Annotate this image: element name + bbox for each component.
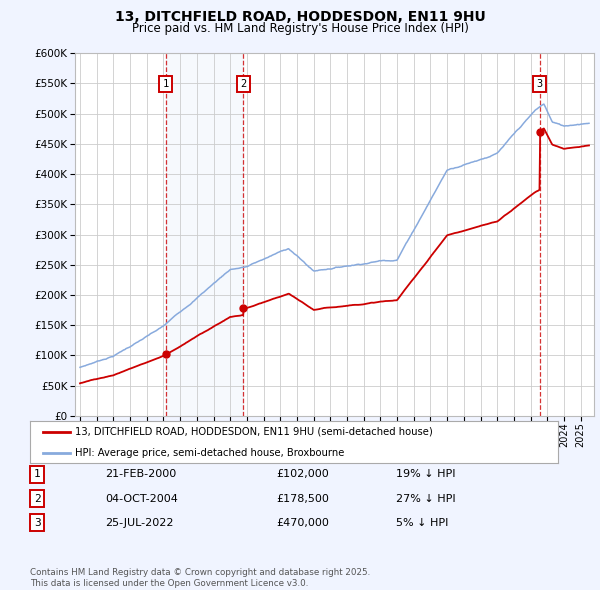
Text: 13, DITCHFIELD ROAD, HODDESDON, EN11 9HU (semi-detached house): 13, DITCHFIELD ROAD, HODDESDON, EN11 9HU…	[75, 427, 433, 437]
Text: 2: 2	[240, 79, 247, 89]
Text: 19% ↓ HPI: 19% ↓ HPI	[396, 470, 455, 479]
Text: 25-JUL-2022: 25-JUL-2022	[105, 518, 173, 527]
Text: 1: 1	[34, 470, 41, 479]
Text: 13, DITCHFIELD ROAD, HODDESDON, EN11 9HU: 13, DITCHFIELD ROAD, HODDESDON, EN11 9HU	[115, 10, 485, 24]
Text: 1: 1	[163, 79, 169, 89]
Text: £470,000: £470,000	[276, 518, 329, 527]
Text: Price paid vs. HM Land Registry's House Price Index (HPI): Price paid vs. HM Land Registry's House …	[131, 22, 469, 35]
Bar	[166, 53, 244, 416]
Text: 21-FEB-2000: 21-FEB-2000	[105, 470, 176, 479]
Text: 2: 2	[34, 494, 41, 503]
Text: HPI: Average price, semi-detached house, Broxbourne: HPI: Average price, semi-detached house,…	[75, 448, 344, 458]
Text: 27% ↓ HPI: 27% ↓ HPI	[396, 494, 455, 503]
Text: 3: 3	[34, 518, 41, 527]
Text: 5% ↓ HPI: 5% ↓ HPI	[396, 518, 448, 527]
Text: Contains HM Land Registry data © Crown copyright and database right 2025.
This d: Contains HM Land Registry data © Crown c…	[30, 568, 370, 588]
Text: 04-OCT-2004: 04-OCT-2004	[105, 494, 178, 503]
Text: 3: 3	[537, 79, 543, 89]
Text: £178,500: £178,500	[276, 494, 329, 503]
Text: £102,000: £102,000	[276, 470, 329, 479]
